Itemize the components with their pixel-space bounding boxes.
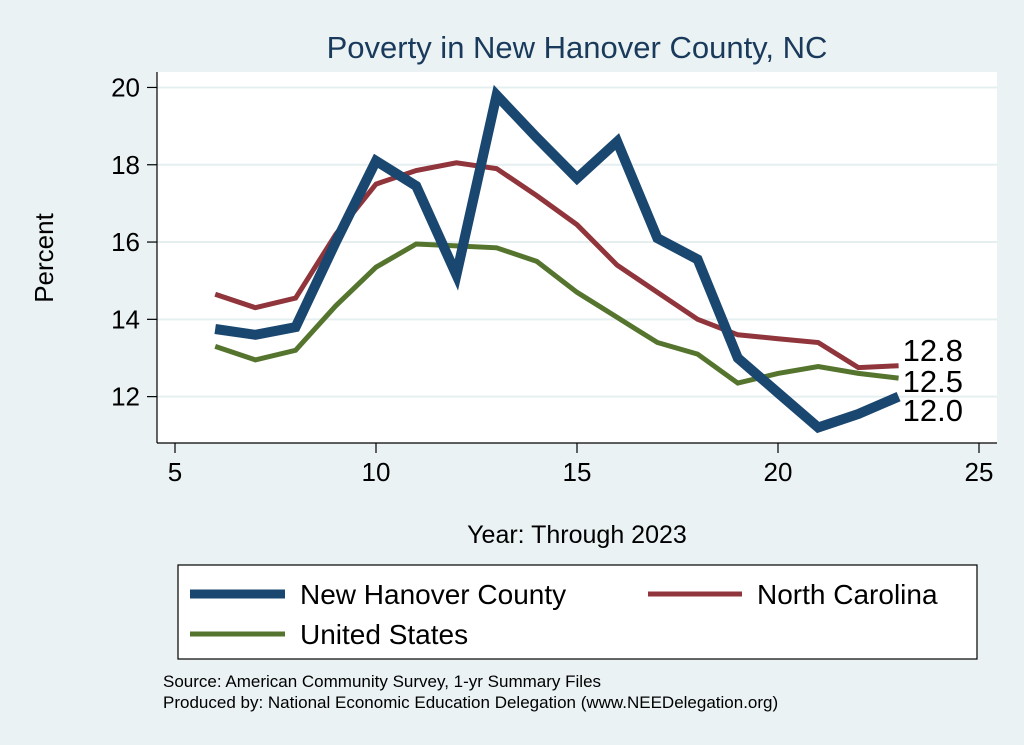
x-tick-label-20: 20 bbox=[764, 457, 793, 487]
y-tick-label-16: 16 bbox=[111, 227, 140, 257]
x-axis-ticks: 5 10 15 20 25 bbox=[168, 443, 994, 487]
legend-label-united-states: United States bbox=[300, 619, 468, 650]
chart-title: Poverty in New Hanover County, NC bbox=[327, 30, 828, 65]
series-line-united-states bbox=[214, 241, 899, 386]
source-note: Source: American Community Survey, 1-yr … bbox=[163, 672, 601, 691]
x-tick-label-5: 5 bbox=[168, 457, 182, 487]
end-labels: 12.0 12.812.5 bbox=[903, 333, 963, 428]
y-axis-ticks: 12 14 16 18 20 bbox=[111, 72, 157, 412]
end-label-united-states: 12.5 bbox=[903, 364, 963, 399]
x-axis-label: Year: Through 2023 bbox=[467, 521, 687, 549]
y-tick-label-20: 20 bbox=[111, 72, 140, 102]
y-tick-label-12: 12 bbox=[111, 382, 140, 412]
x-tick-label-15: 15 bbox=[563, 457, 592, 487]
plot-area bbox=[157, 72, 997, 443]
legend-label-north-carolina: North Carolina bbox=[757, 579, 938, 610]
series-lines bbox=[214, 84, 901, 434]
x-tick-label-25: 25 bbox=[965, 457, 994, 487]
legend-item-united-states: United States bbox=[190, 619, 468, 650]
end-label-north-carolina: 12.8 bbox=[903, 333, 963, 368]
y-tick-label-14: 14 bbox=[111, 304, 140, 334]
y-tick-label-18: 18 bbox=[111, 150, 140, 180]
legend-item-north-carolina: North Carolina bbox=[648, 579, 938, 610]
x-tick-label-10: 10 bbox=[362, 457, 391, 487]
legend-item-new-hanover: New Hanover County bbox=[190, 579, 566, 610]
y-axis-label: Percent bbox=[29, 212, 59, 302]
producer-note: Produced by: National Economic Education… bbox=[163, 693, 778, 712]
end-label-new-hanover-county: 12.0 bbox=[903, 393, 963, 428]
legend-label-new-hanover: New Hanover County bbox=[300, 579, 566, 610]
legend-box bbox=[177, 564, 978, 660]
series-line-new-hanover-county bbox=[214, 84, 901, 434]
